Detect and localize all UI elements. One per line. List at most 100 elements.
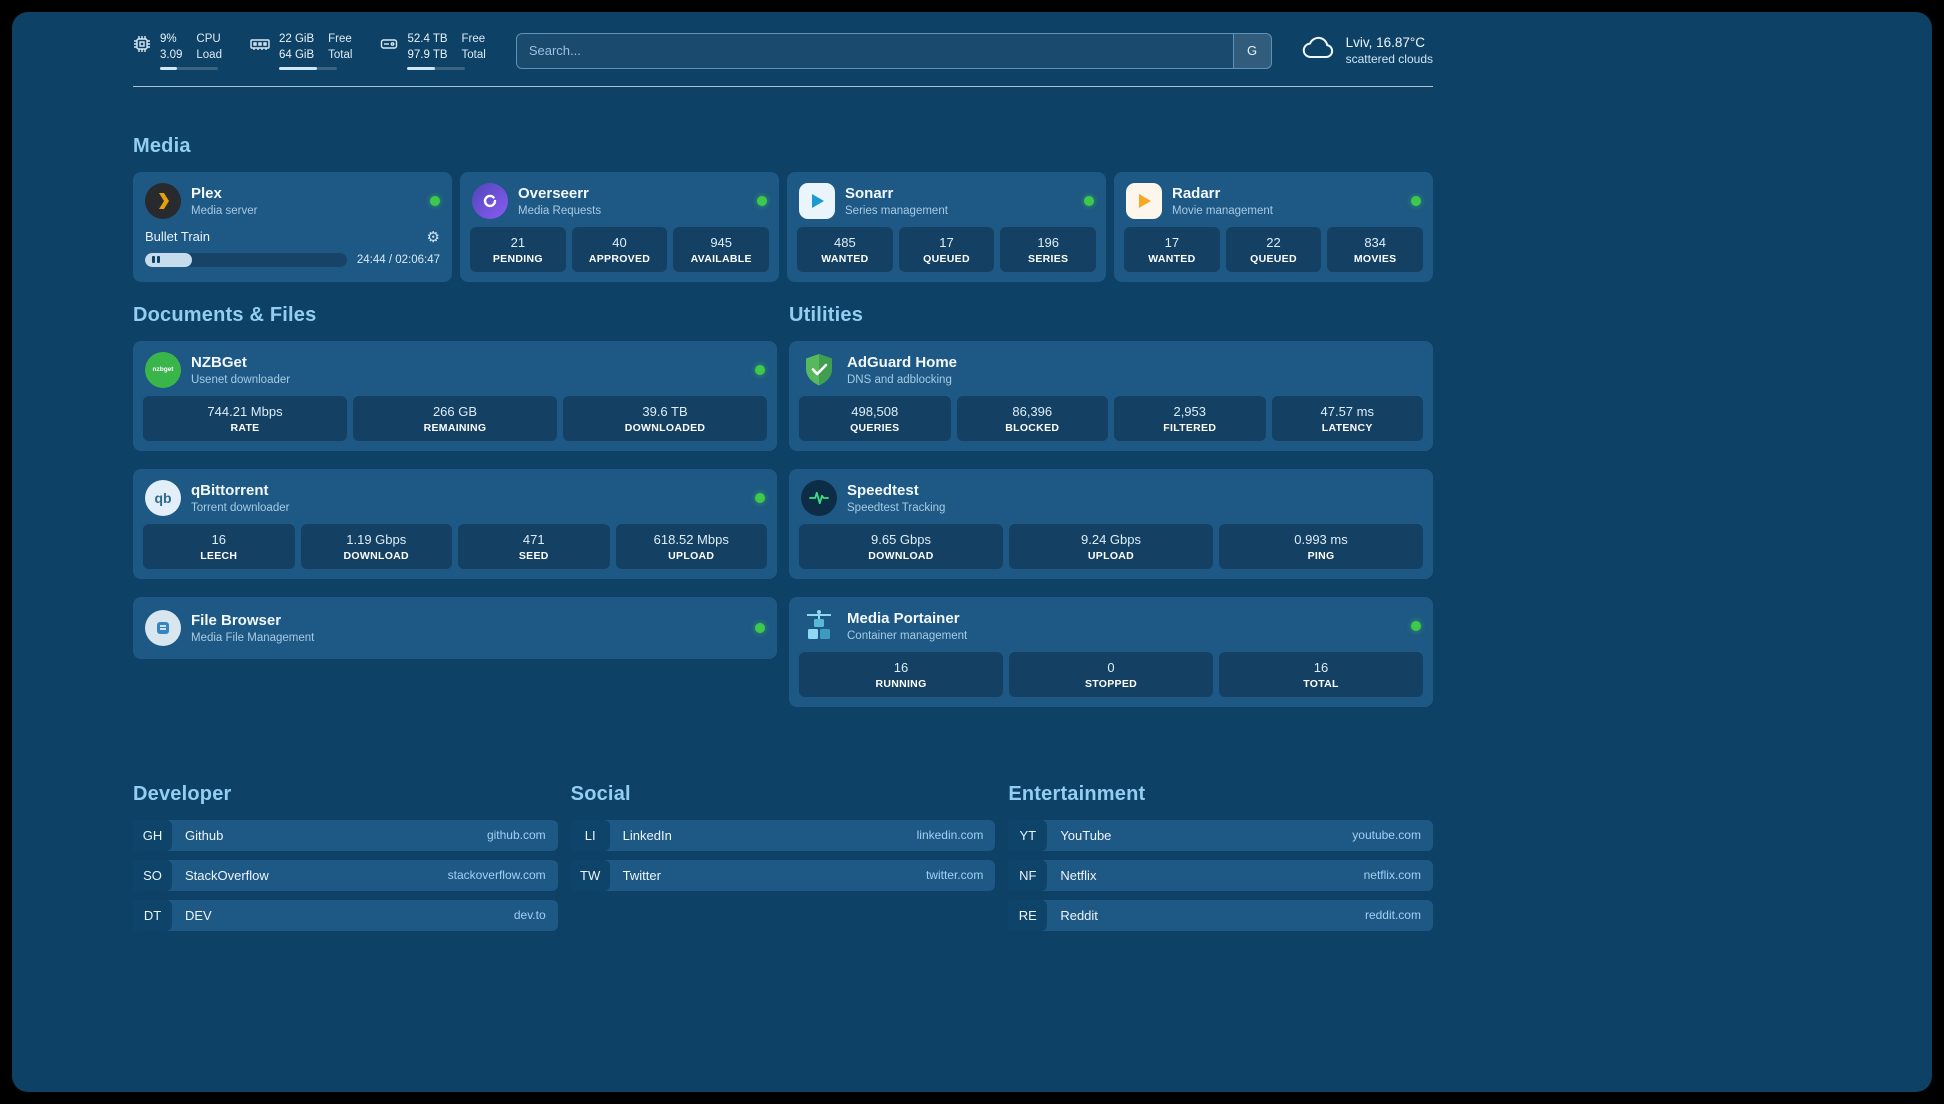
sonarr-title: Sonarr [845,184,894,202]
qbittorrent-stat-upload: 618.52 Mbps UPLOAD [615,523,767,569]
plex-settings-gear-icon[interactable]: ⚙ [426,228,440,246]
adguard-subtitle: DNS and adblocking [847,373,952,386]
weather-condition: scattered clouds [1345,52,1433,67]
sonarr-card[interactable]: Sonarr Series management 485 WANTED 17 QUE… [787,171,1106,282]
portainer-title: Media Portainer [847,609,960,627]
entertainment-heading: Entertainment [1008,782,1146,805]
twitter-abbr-icon: TW [570,859,610,891]
weather-location: Lviv, 16.87°C [1345,35,1426,51]
radarr-stat-queued: 22 QUEUED [1225,226,1322,272]
ram-icon [250,35,270,58]
link-netflix[interactable]: NF Netflix netflix.com [1008,859,1433,891]
ram-total: 64 GiB [278,49,315,62]
portainer-card[interactable]: Media Portainer Container management 16 R… [789,596,1433,707]
link-youtube[interactable]: YT YouTube youtube.com [1008,819,1433,851]
qbittorrent-stat-leech: 16 LEECH [143,523,295,569]
overseerr-stat-pending: 21 PENDING [470,226,566,272]
speedtest-stat-download: 9.65 Gbps DOWNLOAD [799,523,1003,569]
disk-free-label: Free [461,33,486,45]
plex-subtitle: Media server [191,204,258,217]
nzbget-stat-downloaded: 39.6 TB DOWNLOADED [563,395,767,441]
ram-free-label: Free [328,33,352,45]
radarr-icon [1126,182,1162,219]
plex-icon [145,182,181,219]
cpu-usage: 9% [160,33,177,45]
overseerr-stat-approved: 40 APPROVED [571,226,668,272]
cpu-icon [133,35,151,58]
nzbget-subtitle: Usenet downloader [191,373,291,386]
disk-widget: 52.4 TB 97.9 TB Free Total [380,32,486,70]
nzbget-stat-remaining: 266 GB REMAINING [353,395,557,441]
disk-progress-bar [407,66,466,70]
portainer-crane-icon [801,608,837,644]
nzbget-status-indicator [755,364,765,375]
adguard-card[interactable]: AdGuard Home DNS and adblocking 498,508 Q… [789,340,1433,451]
disk-total-label: Total [461,49,486,62]
search-engine-button[interactable]: G [1232,33,1271,68]
ram-progress-bar [278,66,337,70]
nzbget-card[interactable]: nzbget NZBGet Usenet downloader 744.21 M… [133,340,777,451]
youtube-abbr-icon: YT [1008,819,1048,851]
filebrowser-subtitle: Media File Management [191,631,315,644]
netflix-abbr-icon: NF [1008,859,1048,891]
plex-now-playing: Bullet Train [145,229,211,245]
disk-icon [380,35,398,58]
adguard-stat-queries: 498,508 QUERIES [799,395,951,441]
sonarr-status-indicator [1084,195,1094,206]
adguard-stat-filtered: 2,953 FILTERED [1114,395,1266,441]
cpu-progress-bar [160,66,218,70]
cloud-icon [1302,35,1336,66]
weather-widget: Lviv, 16.87°C scattered clouds [1302,35,1433,66]
nzbget-icon: nzbget [145,351,181,388]
topbar-divider [133,85,1433,87]
top-bar: 9% 3.09 CPU Load [133,32,1433,70]
search-input[interactable] [516,33,1233,68]
pause-icon[interactable] [152,256,155,264]
filebrowser-card[interactable]: File Browser Media File Management [133,596,777,659]
nzbget-title: NZBGet [191,353,247,371]
overseerr-title: Overseerr [518,184,589,202]
link-reddit[interactable]: RE Reddit reddit.com [1008,899,1433,931]
cpu-widget: 9% 3.09 CPU Load [133,32,222,70]
system-stats: 9% 3.09 CPU Load [133,32,486,70]
ram-widget: 22 GiB 64 GiB Free Total [250,32,352,70]
plex-status-indicator [430,195,440,206]
adguard-stat-blocked: 86,396 BLOCKED [956,395,1108,441]
link-dev[interactable]: DT DEV dev.to [133,899,558,931]
qbittorrent-title: qBittorrent [191,481,269,499]
adguard-title: AdGuard Home [847,353,958,371]
link-github[interactable]: GH Github github.com [133,819,558,851]
overseerr-card[interactable]: Overseerr Media Requests 21 PENDING 40 APP… [460,171,779,282]
speedtest-card[interactable]: Speedtest Speedtest Tracking 9.65 Gbps DO… [789,468,1433,579]
plex-progress-track[interactable] [145,252,347,267]
link-linkedin[interactable]: LI LinkedIn linkedin.com [570,819,996,851]
radarr-stat-wanted: 17 WANTED [1124,226,1220,272]
link-twitter[interactable]: TW Twitter twitter.com [570,859,996,891]
sonarr-icon [799,182,835,219]
speedtest-icon [801,479,837,516]
ram-total-label: Total [328,49,353,62]
load-label: Load [196,49,222,62]
documents-heading: Documents & Files [133,303,317,326]
speedtest-stat-ping: 0.993 ms PING [1219,523,1423,569]
link-stackoverflow[interactable]: SO StackOverflow stackoverflow.com [133,859,558,891]
radarr-stat-movies: 834 MOVIES [1327,226,1424,272]
cpu-load: 3.09 [160,49,183,62]
portainer-status-indicator [1411,620,1421,631]
qbittorrent-status-indicator [755,492,765,503]
documents-section: Documents & Files nzbget NZBGet Usenet d… [133,304,777,725]
plex-playback-time: 24:44 / 02:06:47 [356,253,440,266]
sonarr-stat-queued: 17 QUEUED [898,226,995,272]
qbittorrent-card[interactable]: qb qBittorrent Torrent downloader 16 LEEC… [133,468,777,579]
plex-card[interactable]: Plex Media server Bullet Train ⚙ 24:4 [133,171,452,282]
nzbget-stat-rate: 744.21 Mbps RATE [143,395,347,441]
overseerr-icon [472,182,508,219]
ram-free: 22 GiB [278,33,315,45]
qbittorrent-icon: qb [145,479,181,516]
radarr-card[interactable]: Radarr Movie management 17 WANTED 22 QUEUE… [1114,171,1433,282]
qbittorrent-subtitle: Torrent downloader [191,501,290,514]
overseerr-subtitle: Media Requests [518,204,602,217]
radarr-subtitle: Movie management [1172,204,1273,217]
utilities-heading: Utilities [789,303,864,326]
portainer-stat-total: 16 TOTAL [1219,651,1423,697]
